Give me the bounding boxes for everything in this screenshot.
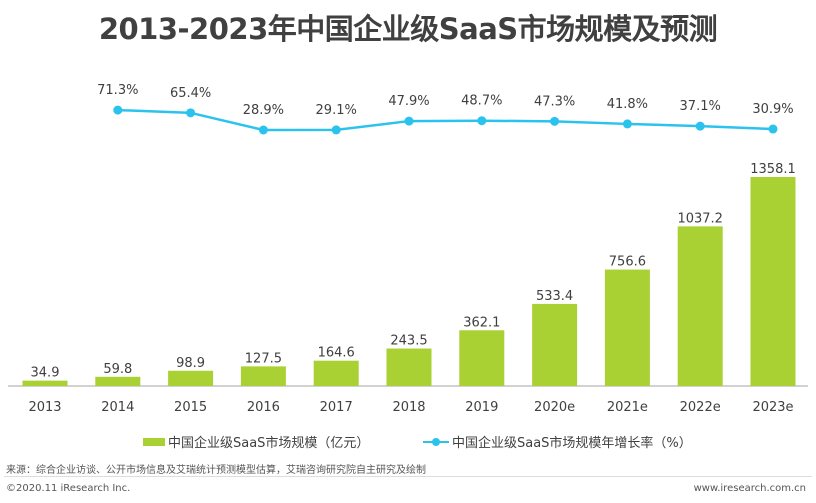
x-tick-2016: 2016: [247, 400, 280, 415]
growth-label-2017: 29.1%: [316, 103, 357, 118]
growth-label-2016: 28.9%: [243, 103, 284, 118]
x-tick-2017: 2017: [320, 400, 353, 415]
growth-point-2023e: [768, 124, 778, 134]
bar-label-2013: 34.9: [31, 366, 60, 381]
bar-2016: [240, 366, 286, 386]
growth-point-2019: [477, 116, 487, 126]
x-tick-2014: 2014: [101, 400, 134, 415]
growth-label-2023e: 30.9%: [752, 102, 793, 117]
x-tick-2021e: 2021e: [607, 400, 648, 415]
bar-2017: [313, 360, 359, 386]
bar-label-2017: 164.6: [318, 346, 355, 361]
growth-point-2021e: [622, 119, 632, 129]
copyright: ©2020.11 iResearch Inc.: [6, 483, 131, 494]
x-tick-2019: 2019: [465, 400, 498, 415]
x-tick-2015: 2015: [174, 400, 207, 415]
growth-label-2015: 65.4%: [170, 86, 211, 101]
bar-label-2014: 59.8: [103, 362, 132, 377]
bar-label-2016: 127.5: [245, 351, 282, 366]
legend-line-marker-icon: [423, 437, 449, 446]
growth-point-2022e: [695, 121, 705, 131]
legend-bar: 中国企业级SaaS市场规模（亿元）: [143, 432, 369, 451]
x-tick-2020e: 2020e: [534, 400, 575, 415]
growth-label-2022e: 37.1%: [680, 99, 721, 114]
growth-point-2014: [113, 105, 123, 115]
legend-bar-label: 中国企业级SaaS市场规模（亿元）: [168, 436, 370, 451]
bar-label-2019: 362.1: [463, 315, 500, 330]
growth-point-2016: [258, 125, 268, 135]
footer-divider: [4, 476, 812, 477]
bar-2021e: [604, 269, 650, 386]
bar-2014: [95, 376, 141, 386]
legend-line-label: 中国企业级SaaS市场规模年增长率（%）: [452, 436, 692, 451]
legend-bar-swatch: [143, 437, 165, 446]
bar-2018: [386, 348, 432, 386]
chart-title: 2013-2023年中国企业级SaaS市场规模及预测: [98, 12, 718, 46]
website-link[interactable]: www.iresearch.com.cn: [693, 483, 806, 494]
x-tick-2013: 2013: [28, 400, 61, 415]
growth-point-2018: [404, 116, 414, 126]
bar-2015: [168, 370, 214, 386]
bar-label-2021e: 756.6: [609, 255, 646, 270]
bar-2013: [22, 380, 68, 386]
growth-label-2018: 47.9%: [388, 94, 429, 109]
x-tick-2018: 2018: [392, 400, 425, 415]
growth-label-2021e: 41.8%: [607, 97, 648, 112]
growth-point-2020e: [550, 116, 560, 126]
legend-line: 中国企业级SaaS市场规模年增长率（%）: [423, 432, 692, 451]
growth-label-2014: 71.3%: [97, 83, 138, 98]
x-tick-2023e: 2023e: [752, 400, 793, 415]
bar-2019: [459, 330, 505, 386]
bar-label-2020e: 533.4: [536, 289, 573, 304]
growth-point-2015: [186, 108, 196, 118]
growth-point-2017: [331, 125, 341, 135]
bar-2020e: [532, 303, 578, 386]
growth-label-2020e: 47.3%: [534, 94, 575, 109]
bar-label-2015: 98.9: [176, 356, 205, 371]
x-tick-2022e: 2022e: [680, 400, 721, 415]
source-note: 来源：综合企业访谈、公开市场信息及艾瑞统计预测模型估算，艾瑞咨询研究院自主研究及…: [6, 465, 426, 476]
chart-svg: 34.9 2013 59.8 2014 98.9 2015 127.5 2016 164.6 20…: [8, 83, 808, 415]
bar-label-2018: 243.5: [390, 334, 427, 349]
bar-2023e: [750, 177, 796, 386]
bar-2022e: [677, 226, 723, 386]
growth-line: [117, 108, 774, 132]
bar-label-2023e: 1358.1: [750, 162, 796, 177]
bar-label-2022e: 1037.2: [677, 211, 723, 226]
growth-label-2019: 48.7%: [461, 94, 502, 109]
